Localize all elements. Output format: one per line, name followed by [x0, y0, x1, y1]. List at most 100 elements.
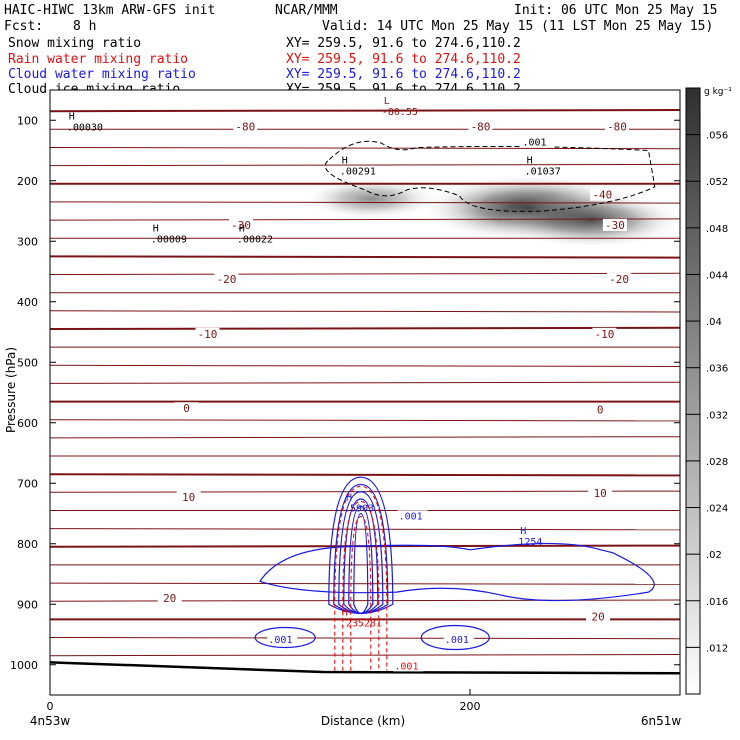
plot-frame: [49, 89, 681, 696]
cloud-water-small: [420, 624, 490, 651]
cloud-ice-contour: [324, 140, 656, 212]
y-tick-label: 500: [17, 356, 38, 369]
temp-label-bg: [592, 327, 617, 340]
isotherm-line: [50, 272, 680, 275]
isotherm-line: [50, 490, 680, 493]
temperature-contours: [50, 109, 680, 675]
colorbar-tick-label: .036: [706, 364, 728, 375]
colorbar-tick-label: .028: [706, 457, 728, 468]
right-endpoint-label: 6n51w: [641, 714, 682, 728]
field-rain-name: Rain water mixing ratio: [8, 52, 188, 67]
temp-label-bg: [607, 272, 632, 285]
field-cloudwater-name: Cloud water mixing ratio: [8, 67, 196, 82]
temp-label: 10: [594, 487, 607, 500]
isotherm-line: [50, 310, 680, 313]
microphysics-contours: [254, 140, 656, 671]
contour-label-bg: [393, 660, 424, 672]
cloud-water-contour: [353, 512, 369, 614]
isotherm-line: [50, 163, 680, 167]
temp-label-bg: [229, 218, 254, 231]
colorbar-tick-label: .044: [706, 270, 728, 281]
contour-label: .001: [399, 511, 423, 522]
extremum-value: .01037: [525, 166, 561, 177]
rain-contour: [350, 515, 372, 671]
colorbar-ticks: .012 .016 .02 .024 .028 .032 .036 .04 .044 .048 .0…: [686, 131, 728, 654]
shading-max-1: [499, 191, 680, 249]
isotherm-line: [50, 436, 680, 439]
temp-label: 20: [591, 610, 604, 623]
extremum-value: .00030: [67, 122, 103, 133]
y-tick-label: 100: [17, 114, 38, 127]
temp-label-bg: [602, 218, 627, 231]
contour-label-bg: [521, 136, 552, 148]
isotherm-line: [50, 654, 680, 657]
isotherm-line: [50, 147, 680, 150]
forecast-value: 8 h: [73, 19, 96, 34]
isotherm-line: [50, 201, 680, 204]
org-label: NCAR/MMM: [275, 3, 338, 18]
temp-label-bg: [605, 120, 629, 133]
extremum-marker: H: [342, 155, 348, 166]
contour-label: .001: [523, 137, 547, 148]
y-tick-label: 400: [17, 296, 38, 309]
isotherm-line: [50, 218, 680, 221]
colorbar-tick-label: .052: [706, 177, 728, 188]
contour-label-bg: [443, 633, 474, 645]
isotherm-line: [50, 473, 680, 477]
colorbar-tick-label: .048: [706, 224, 728, 235]
temp-label: 0: [597, 403, 604, 416]
temp-label-bg: [195, 327, 220, 340]
colorbar-unit: g kg⁻¹: [704, 87, 732, 97]
contour-labels: -80 -80 -80 -40 -30 -30 -20 -20 -10 -10 0 0 10 10 20 20…: [67, 96, 632, 672]
temp-label: 10: [182, 491, 195, 504]
temp-label: -80: [235, 120, 255, 133]
extremum-marker: H: [239, 223, 245, 234]
contour-label: .001: [445, 635, 469, 646]
extremum-value: .00022: [237, 234, 273, 245]
temp-label-bg: [468, 120, 493, 133]
temp-label: -40: [592, 189, 612, 202]
rain-contour: [342, 500, 380, 671]
extremum-marker: H: [520, 526, 526, 537]
field-rain-xy: XY= 259.5, 91.6 to 274.6,110.2: [286, 52, 521, 67]
contour-label: .001: [394, 661, 418, 672]
temp-label: -30: [231, 219, 251, 232]
y-tick-label: 300: [17, 235, 38, 248]
extremum-value: .235281: [340, 618, 382, 629]
temp-label-bg: [588, 403, 613, 416]
x-tick-label: 0: [47, 700, 54, 713]
isotherm-line: [50, 637, 680, 640]
temp-label-bg: [233, 120, 258, 133]
colorbar-tick-label: .032: [706, 410, 728, 421]
extremum-marker: H: [69, 111, 75, 122]
extremum-value: .00009: [151, 234, 187, 245]
colorbar-tick-label: .04: [706, 317, 722, 328]
isotherm-line: [50, 364, 680, 367]
extremum-marker: H: [527, 155, 533, 166]
isotherm-line: [50, 582, 680, 585]
extremum-value: .00291: [340, 166, 376, 177]
colorbar: [685, 87, 701, 695]
extremum-value: -80.55: [382, 107, 418, 118]
temp-label-bg: [157, 592, 182, 605]
colorbar-tick-label: .012: [706, 643, 728, 654]
temp-label: -80: [471, 120, 491, 133]
colorbar-tick-label: .056: [706, 131, 728, 142]
temp-label-bg: [590, 188, 615, 201]
model-title: HAIC-HIWC 13km ARW-GFS init: [4, 3, 215, 18]
temp-label-bg: [588, 486, 613, 499]
field-snow-name: Snow mixing ratio: [8, 36, 141, 51]
cloud-water-small: [254, 626, 316, 649]
temp-label-bg: [174, 402, 199, 415]
y-tick-label: 800: [17, 538, 38, 551]
isotherm-line: [50, 109, 680, 113]
x-axis-title: Distance (km): [321, 714, 405, 728]
extremum-value: 1254: [518, 537, 542, 548]
temp-label: -30: [605, 219, 625, 232]
temp-label-bg: [586, 610, 611, 623]
forecast-label: Fcst:: [4, 19, 43, 34]
isotherm-line: [50, 419, 680, 422]
